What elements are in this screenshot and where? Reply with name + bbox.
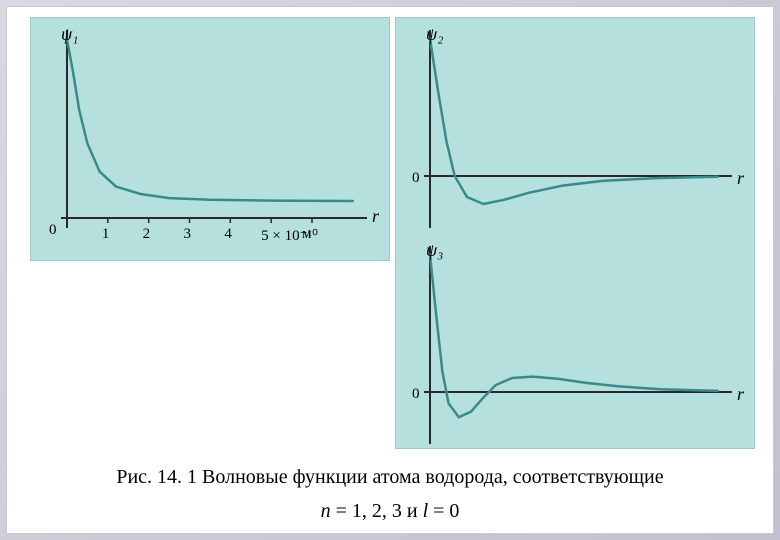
- chart-psi3: [396, 234, 756, 450]
- psi2-origin: 0: [412, 170, 420, 187]
- psi1-xtick: 4: [224, 226, 232, 243]
- figure-area: ψ₁ r 0 12345 × 10⁻¹⁰м ψ₂ r 0 ψ₃ r 0: [27, 17, 753, 449]
- chart-psi1: [31, 18, 391, 262]
- caption-n: n: [321, 500, 331, 522]
- psi3-origin: 0: [412, 386, 420, 403]
- chart-psi2: [396, 18, 756, 234]
- psi2-x-label: r: [737, 168, 744, 189]
- psi3-y-label: ψ₃: [426, 240, 443, 261]
- psi1-xtick: м: [302, 226, 312, 243]
- psi1-xtick: 2: [143, 226, 151, 243]
- psi1-xtick: 1: [102, 226, 110, 243]
- psi1-x-label: r: [372, 206, 379, 227]
- panel-psi1: ψ₁ r 0 12345 × 10⁻¹⁰м: [30, 17, 390, 261]
- psi1-origin: 0: [49, 222, 57, 239]
- psi3-x-label: r: [737, 384, 744, 405]
- panel-psi2-psi3: ψ₂ r 0 ψ₃ r 0: [395, 17, 755, 449]
- psi2-y-label: ψ₂: [426, 24, 443, 45]
- psi1-y-label: ψ₁: [61, 24, 78, 45]
- figure-caption-line2: n = 1, 2, 3 и l = 0: [7, 500, 773, 523]
- caption-tail: = 0: [428, 500, 459, 522]
- figure-caption-line1: Рис. 14. 1 Волновые функции атома водоро…: [7, 466, 773, 489]
- caption-eq: = 1, 2, 3 и: [331, 500, 423, 522]
- slide-frame: ψ₁ r 0 12345 × 10⁻¹⁰м ψ₂ r 0 ψ₃ r 0 Рис.…: [6, 6, 774, 534]
- psi1-xtick: 3: [184, 226, 192, 243]
